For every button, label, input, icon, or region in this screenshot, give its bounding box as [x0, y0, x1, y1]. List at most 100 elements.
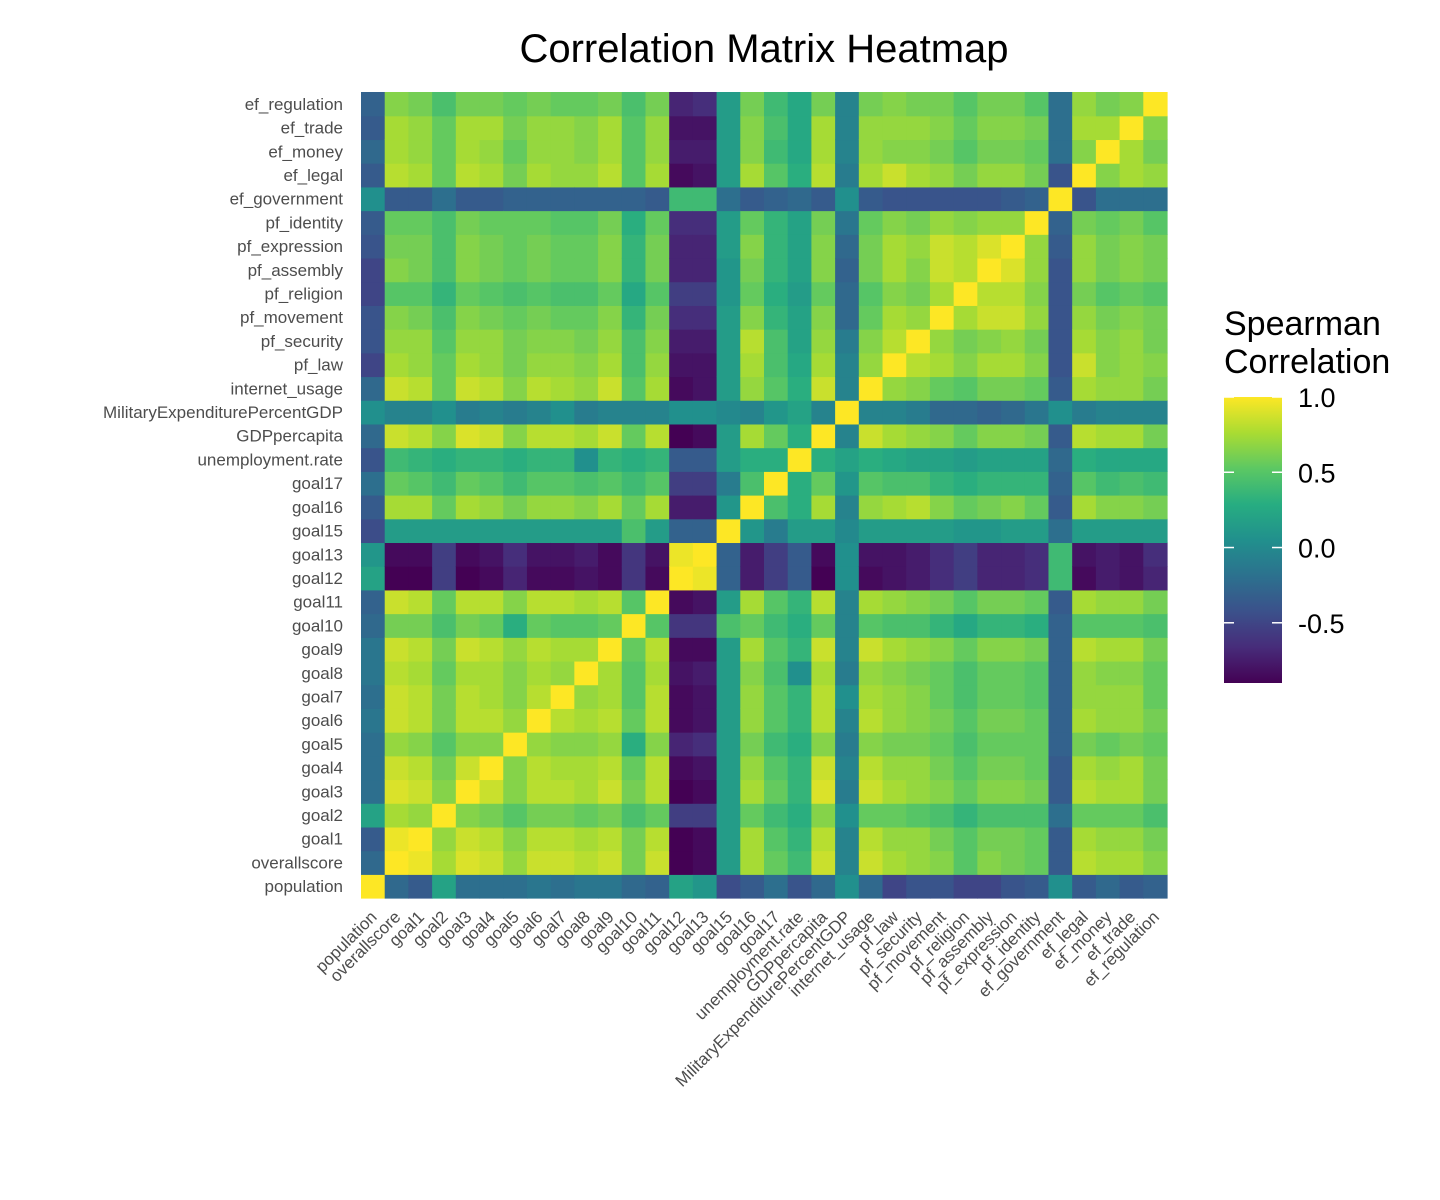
heatmap-cell-goal13-pf_law — [692, 352, 718, 378]
heatmap-cell-goal10-goal1 — [621, 826, 647, 852]
heatmap-cell-pf_law-ef_trade — [882, 115, 907, 141]
heatmap-cell-goal2-goal12 — [432, 566, 457, 591]
heatmap-cell-ef_trade-goal1 — [1119, 826, 1144, 852]
heatmap-cell-goal11-goal13 — [645, 542, 670, 567]
heatmap-cell-population-goal5 — [361, 732, 386, 757]
heatmap-cell-goal12-goal4 — [669, 755, 694, 781]
heatmap-cell-goal1-goal15 — [408, 518, 433, 544]
heatmap-cell-ef_legal-goal17 — [1072, 471, 1097, 496]
heatmap-cell-unemployment.rate-goal3 — [787, 779, 813, 804]
y-axis-tick-labels: population overallscore goal1 goal2 goal3 goa… — [103, 95, 344, 896]
heatmap-cell-ef_money-goal1 — [1095, 826, 1121, 852]
heatmap-cell-ef_government-pf_movement — [1048, 305, 1073, 330]
heatmap-cell-pf_assembly-goal9 — [977, 637, 1002, 662]
heatmap-cell-goal12-goal8 — [669, 660, 694, 686]
heatmap-cell-goal5-ef_money — [503, 139, 528, 164]
heatmap-cell-ef_regulation-pf_expression — [1143, 234, 1168, 259]
heatmap-cell-goal16-pf_identity — [740, 210, 765, 235]
heatmap-cell-pf_movement-goal6 — [929, 708, 955, 733]
heatmap-cell-goal12-goal17 — [669, 471, 694, 496]
heatmap-cell-goal4-GDPpercapita — [479, 423, 504, 449]
heatmap-cell-ef_government-goal13 — [1048, 542, 1073, 567]
heatmap-cell-ef_trade-MilitaryExpenditurePercentGDP — [1119, 400, 1144, 425]
heatmap-cell-pf_security-goal4 — [906, 755, 931, 781]
heatmap-cell-pf_movement-unemployment.rate — [929, 447, 955, 472]
heatmap-cell-unemployment.rate-goal5 — [787, 732, 813, 757]
heatmap-cell-unemployment.rate-overallscore — [787, 850, 813, 875]
heatmap-cell-pf_movement-GDPpercapita — [929, 423, 955, 449]
heatmap-cell-goal16-ef_government — [740, 186, 765, 212]
heatmap-cell-goal5-pf_expression — [503, 234, 528, 259]
heatmap-cell-goal17-goal2 — [764, 803, 789, 828]
heatmap-cell-internet_usage-ef_trade — [858, 115, 884, 141]
heatmap-cell-unemployment.rate-population — [787, 874, 813, 899]
heatmap-cell-goal13-goal7 — [692, 684, 718, 709]
heatmap-cell-goal7-ef_trade — [550, 115, 575, 141]
heatmap-cell-goal12-goal12 — [669, 566, 694, 591]
heatmap-cell-unemployment.rate-pf_security — [787, 329, 813, 354]
heatmap-cell-goal5-unemployment.rate — [503, 447, 528, 472]
heatmap-cell-goal11-pf_law — [645, 352, 670, 378]
heatmap-cell-pf_movement-goal2 — [929, 803, 955, 828]
heatmap-cell-MilitaryExpenditurePercentGDP-pf_security — [835, 329, 860, 354]
heatmap-cell-goal12-goal5 — [669, 732, 694, 757]
heatmap-cell-goal5-pf_security — [503, 329, 528, 354]
heatmap-cell-goal11-goal5 — [645, 732, 670, 757]
heatmap-cell-pf_movement-goal1 — [929, 826, 955, 852]
heatmap-cell-goal9-population — [598, 874, 623, 899]
heatmap-cell-goal4-ef_regulation — [479, 92, 504, 117]
heatmap-cell-goal5-goal13 — [503, 542, 528, 567]
heatmap-cell-pf_movement-goal15 — [929, 518, 955, 544]
heatmap-cell-goal3-goal2 — [455, 803, 481, 828]
heatmap-cell-goal2-goal4 — [432, 755, 457, 781]
y-tick-label-GDPpercapita: GDPpercapita — [236, 427, 343, 446]
heatmap-cell-goal4-pf_assembly — [479, 257, 504, 283]
heatmap-cell-goal1-goal3 — [408, 779, 433, 804]
heatmap-cell-MilitaryExpenditurePercentGDP-goal11 — [835, 589, 860, 615]
heatmap-cell-goal4-goal13 — [479, 542, 504, 567]
heatmap-cell-goal16-GDPpercapita — [740, 423, 765, 449]
heatmap-cell-goal9-ef_regulation — [598, 92, 623, 117]
heatmap-cell-ef_money-ef_money — [1095, 139, 1121, 164]
heatmap-cell-goal13-population — [692, 874, 718, 899]
heatmap-cell-goal17-goal12 — [764, 566, 789, 591]
heatmap-cell-GDPpercapita-population — [811, 874, 836, 899]
heatmap-cell-goal16-ef_trade — [740, 115, 765, 141]
heatmap-cell-pf_expression-internet_usage — [1001, 376, 1026, 401]
heatmap-cell-overallscore-goal3 — [384, 779, 410, 804]
heatmap-cell-ef_government-pf_assembly — [1048, 257, 1073, 283]
heatmap-cell-pf_law-GDPpercapita — [882, 423, 907, 449]
heatmap-cell-goal7-goal8 — [550, 660, 575, 686]
heatmap-cell-pf_movement-goal11 — [929, 589, 955, 615]
heatmap-cell-overallscore-goal4 — [384, 755, 410, 781]
heatmap-cell-ef_trade-ef_money — [1119, 139, 1144, 164]
heatmap-cell-pf_assembly-unemployment.rate — [977, 447, 1002, 472]
heatmap-cell-ef_government-population — [1048, 874, 1073, 899]
heatmap-cell-pf_law-goal4 — [882, 755, 907, 781]
heatmap-cell-GDPpercapita-MilitaryExpenditurePercentGDP — [811, 400, 836, 425]
heatmap-cell-internet_usage-goal16 — [858, 495, 884, 520]
heatmap-cell-ef_legal-GDPpercapita — [1072, 423, 1097, 449]
y-tick-label-ef_trade: ef_trade — [281, 119, 343, 138]
heatmap-cell-unemployment.rate-goal17 — [787, 471, 813, 496]
heatmap-cell-ef_legal-goal1 — [1072, 826, 1097, 852]
heatmap-cell-goal11-pf_movement — [645, 305, 670, 330]
heatmap-cell-pf_expression-pf_assembly — [1001, 257, 1026, 283]
heatmap-cell-goal2-ef_government — [432, 186, 457, 212]
heatmap-cell-ef_trade-pf_movement — [1119, 305, 1144, 330]
heatmap-cell-ef_regulation-goal16 — [1143, 495, 1168, 520]
heatmap-cell-pf_identity-pf_identity — [1024, 210, 1050, 235]
heatmap-cell-goal13-goal8 — [692, 660, 718, 686]
heatmap-cell-goal2-internet_usage — [432, 376, 457, 401]
heatmap-cell-GDPpercapita-pf_assembly — [811, 257, 836, 283]
heatmap-cell-ef_trade-goal4 — [1119, 755, 1144, 781]
heatmap-cell-goal3-goal4 — [455, 755, 481, 781]
heatmap-cell-goal4-goal2 — [479, 803, 504, 828]
heatmap-cell-unemployment.rate-goal13 — [787, 542, 813, 567]
heatmap-cell-ef_regulation-population — [1143, 874, 1168, 899]
y-tick-label-goal7: goal7 — [301, 688, 343, 707]
heatmap-cell-goal11-internet_usage — [645, 376, 670, 401]
heatmap-cell-pf_assembly-goal16 — [977, 495, 1002, 520]
heatmap-cell-goal17-pf_movement — [764, 305, 789, 330]
heatmap-cell-goal16-pf_law — [740, 352, 765, 378]
